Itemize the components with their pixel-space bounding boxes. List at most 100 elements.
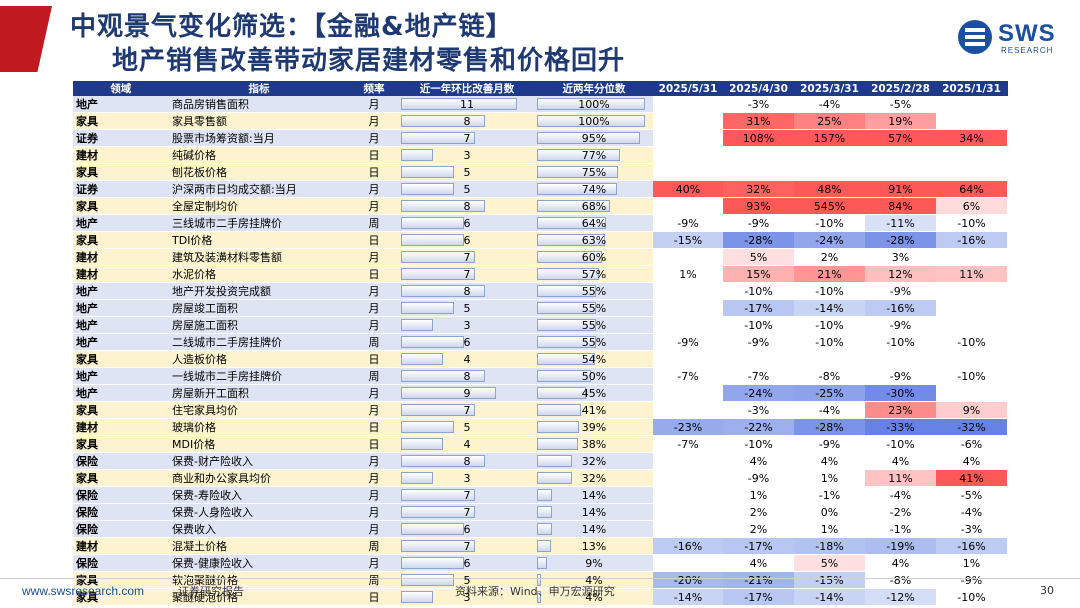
frequency-cell: 月: [349, 452, 399, 470]
percentile-bar: [537, 472, 572, 484]
monthly-value-cell: -10%: [794, 214, 865, 232]
percentile-value: 95%: [581, 131, 607, 145]
monthly-value-cell: -21%: [723, 571, 794, 589]
indicator-cell: TDI价格: [169, 231, 349, 249]
frequency-cell: 日: [349, 588, 399, 606]
monthly-value-cell: [936, 112, 1007, 130]
frequency-cell: 月: [349, 180, 399, 198]
monthly-value-cell: [653, 503, 723, 521]
improve-months-cell: 5: [399, 180, 535, 198]
percentile-cell: 4%: [535, 571, 653, 589]
header-date-2: 2025/4/30: [723, 81, 795, 96]
monthly-value-cell: -9%: [794, 435, 865, 453]
percentile-value: 38%: [581, 437, 607, 451]
monthly-value-cell: -14%: [794, 299, 865, 317]
percentile-value: 57%: [581, 267, 607, 281]
monthly-value-cell: [653, 350, 723, 368]
percentile-value: 55%: [581, 335, 607, 349]
monthly-value-cell: [653, 554, 723, 572]
improve-months-cell: 8: [399, 452, 535, 470]
improve-months-bar: [401, 353, 443, 365]
improve-months-value: 8: [463, 114, 471, 128]
monthly-value-cell: [936, 350, 1007, 368]
monthly-value-cell: 21%: [794, 265, 865, 283]
percentile-value: 4%: [585, 573, 603, 587]
percentile-value: 55%: [581, 301, 607, 315]
indicator-cell: 商业和办公家具均价: [169, 469, 349, 487]
domain-cell: 保险: [73, 452, 169, 470]
monthly-value-cell: 1%: [794, 520, 865, 538]
improve-months-cell: 3: [399, 316, 535, 334]
monthly-value-cell: -16%: [865, 299, 936, 317]
monthly-value-cell: -33%: [865, 418, 936, 436]
percentile-value: 50%: [581, 369, 607, 383]
frequency-cell: 月: [349, 503, 399, 521]
improve-months-cell: 7: [399, 401, 535, 419]
monthly-value-cell: 2%: [794, 248, 865, 266]
monthly-value-cell: [723, 350, 794, 368]
domain-cell: 家具: [73, 112, 169, 130]
table-row: 地产 房屋施工面积月 3 55% -10% -10% -9%: [73, 316, 1007, 334]
improve-months-value: 9: [463, 386, 471, 400]
monthly-value-cell: -18%: [794, 537, 865, 555]
frequency-cell: 月: [349, 316, 399, 334]
domain-cell: 地产: [73, 316, 169, 334]
indicator-cell: 软泡聚醚价格: [169, 571, 349, 589]
table-body: 地产 商品房销售面积月 11 100% -3% -4% -5% 家具 家具零售额月 8 100% 31…: [73, 96, 1007, 606]
improve-months-bar: [401, 591, 433, 603]
monthly-value-cell: -10%: [936, 214, 1007, 232]
domain-cell: 建材: [73, 418, 169, 436]
improve-months-bar: [401, 472, 433, 484]
percentile-cell: 41%: [535, 401, 653, 419]
improve-months-bar: [401, 506, 475, 518]
monthly-value-cell: -10%: [723, 282, 794, 300]
improve-months-cell: 7: [399, 503, 535, 521]
header-indicator: 指标: [169, 81, 350, 96]
percentile-bar: [537, 166, 618, 178]
monthly-value-cell: 1%: [794, 469, 865, 487]
percentile-bar: [537, 591, 541, 603]
indicator-cell: 玻璃价格: [169, 418, 349, 436]
improve-months-value: 11: [460, 97, 474, 111]
improve-months-cell: 3: [399, 469, 535, 487]
table-row: 家具 全屋定制均价月 8 68% 93% 545% 84% 6%: [73, 197, 1007, 215]
improve-months-cell: 8: [399, 112, 535, 130]
table-row: 建材 建筑及装潢材料零售额月 7 60% 5% 2% 3%: [73, 248, 1007, 266]
frequency-cell: 月: [349, 469, 399, 487]
domain-cell: 保险: [73, 554, 169, 572]
monthly-value-cell: -28%: [865, 231, 936, 249]
monthly-value-cell: -20%: [653, 571, 723, 589]
monthly-value-cell: 1%: [936, 554, 1007, 572]
monthly-value-cell: -5%: [936, 486, 1007, 504]
percentile-cell: 55%: [535, 282, 653, 300]
improve-months-bar: [401, 217, 464, 229]
monthly-value-cell: -30%: [865, 384, 936, 402]
table-row: 建材 纯碱价格日 3 77%: [73, 146, 1007, 164]
percentile-bar: [537, 540, 551, 552]
monthly-value-cell: -28%: [794, 418, 865, 436]
table-header-row: 领域 指标 频率 近一年环比改善月数 近两年分位数 2025/5/31 2025…: [73, 81, 1008, 96]
improve-months-value: 7: [463, 250, 471, 264]
table-row: 地产 房屋新开工面积月 9 45% -24% -25% -30%: [73, 384, 1007, 402]
domain-cell: 地产: [73, 282, 169, 300]
monthly-value-cell: -9%: [723, 333, 794, 351]
improve-months-value: 3: [463, 148, 471, 162]
monthly-value-cell: -24%: [794, 231, 865, 249]
monthly-value-cell: [865, 350, 936, 368]
indicator-cell: 地产开发投资完成额: [169, 282, 349, 300]
footer-url[interactable]: www.swsresearch.com: [22, 584, 145, 598]
percentile-cell: 77%: [535, 146, 653, 164]
percentile-bar: [537, 285, 596, 297]
percentile-cell: 45%: [535, 384, 653, 402]
table-row: 家具 聚醚硬泡价格日 3 4% -14% -17% -14% -12% -10%: [73, 588, 1007, 606]
improve-months-cell: 8: [399, 367, 535, 385]
improve-months-cell: 7: [399, 537, 535, 555]
indicator-cell: 商品房销售面积: [169, 96, 349, 113]
table-row: 保险 保费-健康险收入月 6 9% 4% 5% 4% 1%: [73, 554, 1007, 572]
monthly-value-cell: [936, 316, 1007, 334]
percentile-cell: 60%: [535, 248, 653, 266]
page-number: 30: [1040, 584, 1054, 597]
monthly-value-cell: -15%: [653, 231, 723, 249]
header-date-5: 2025/1/31: [936, 81, 1008, 96]
percentile-value: 68%: [581, 199, 607, 213]
